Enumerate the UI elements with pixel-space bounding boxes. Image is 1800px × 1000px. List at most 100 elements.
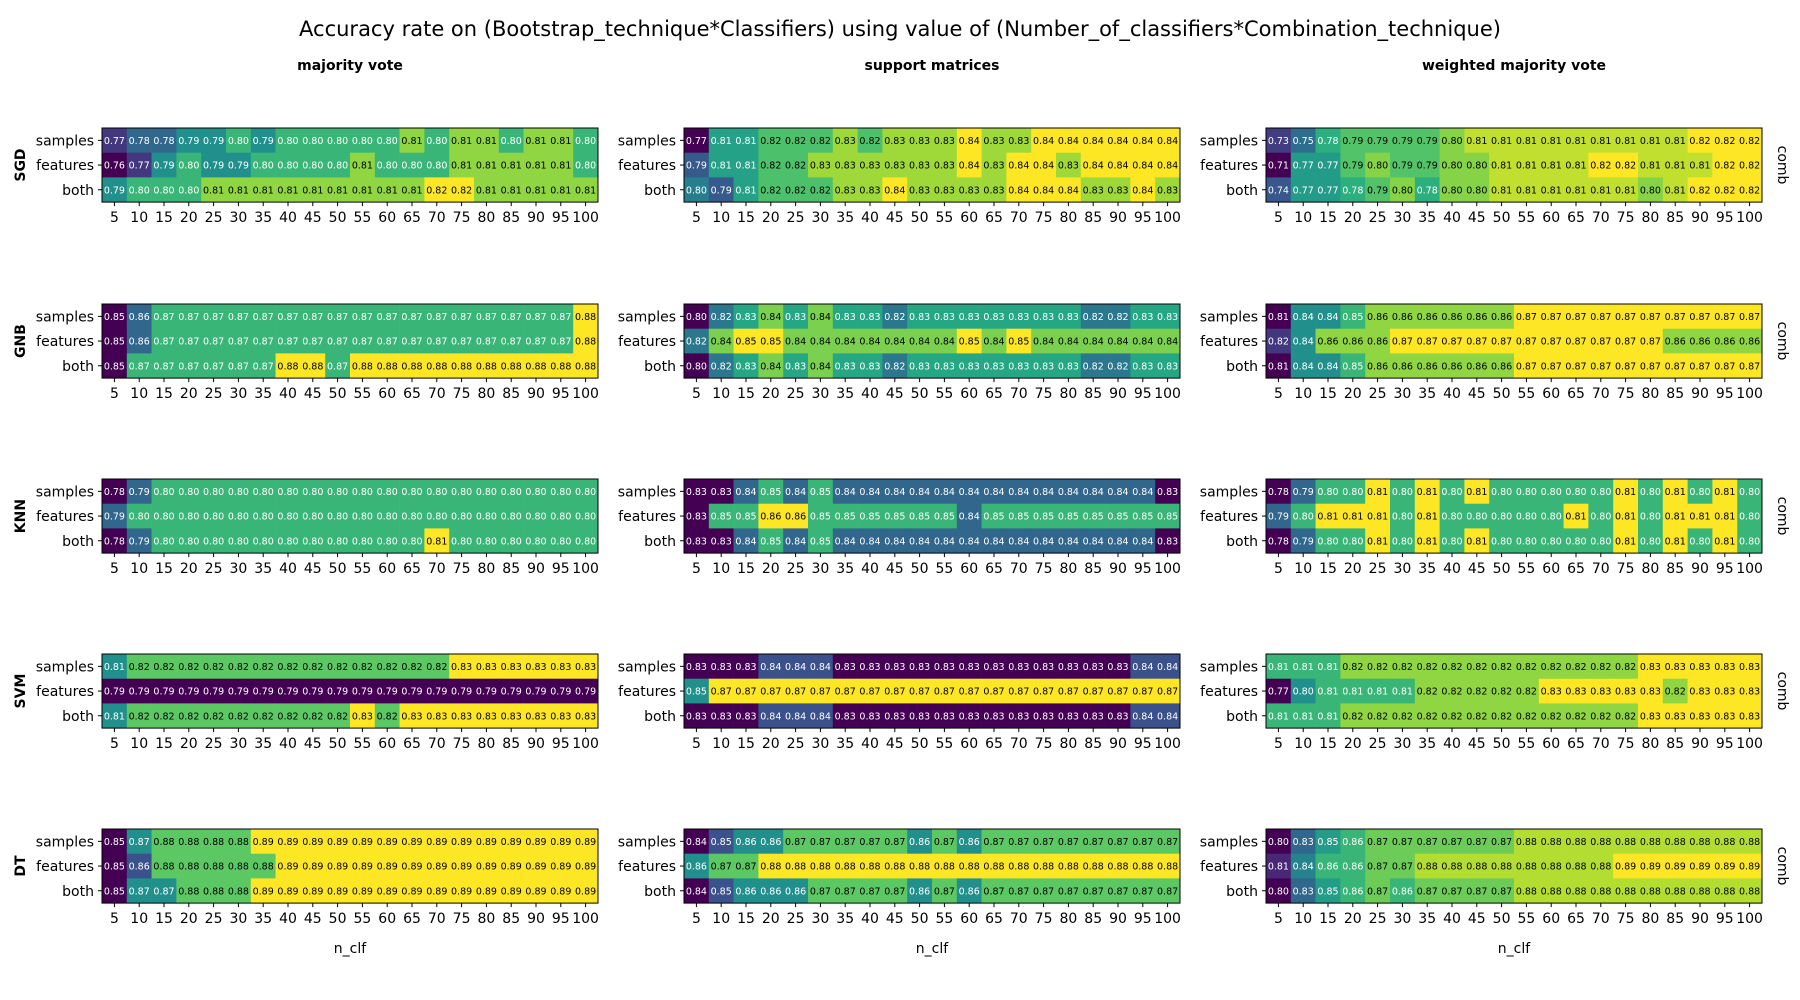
cell-value-label: 0.81 bbox=[327, 185, 348, 196]
heatmap-cell bbox=[374, 304, 400, 329]
cell-value-label: 0.86 bbox=[959, 837, 980, 848]
cell-value-label: 0.84 bbox=[1033, 161, 1054, 172]
heatmap-cell bbox=[399, 528, 425, 554]
row-title: SGD bbox=[13, 148, 29, 181]
cell-value-label: 0.85 bbox=[909, 512, 930, 523]
y-tick-label: features bbox=[1200, 334, 1258, 350]
heatmap-cell bbox=[573, 128, 599, 153]
cell-value-label: 0.79 bbox=[203, 136, 224, 147]
heatmap-cell bbox=[350, 353, 376, 379]
x-tick-label: 65 bbox=[985, 561, 1003, 577]
cell-value-label: 0.85 bbox=[1083, 512, 1104, 523]
cell-value-label: 0.83 bbox=[525, 662, 546, 673]
cell-value-label: 0.80 bbox=[1441, 161, 1462, 172]
heatmap-cell bbox=[684, 304, 710, 329]
heatmap-cell bbox=[250, 177, 276, 203]
cell-value-label: 0.80 bbox=[501, 512, 522, 523]
cell-value-label: 0.86 bbox=[1441, 312, 1462, 323]
cell-value-label: 0.89 bbox=[277, 862, 298, 873]
column-title: support matrices bbox=[865, 58, 1000, 74]
cell-value-label: 0.81 bbox=[277, 185, 298, 196]
heatmap-cell bbox=[1031, 177, 1057, 203]
cell-value-label: 0.82 bbox=[760, 161, 781, 172]
cell-value-label: 0.83 bbox=[1157, 185, 1178, 196]
x-tick-label: 100 bbox=[572, 736, 599, 752]
cell-value-label: 0.82 bbox=[1689, 185, 1710, 196]
cell-value-label: 0.81 bbox=[1665, 512, 1686, 523]
cell-value-label: 0.87 bbox=[810, 687, 831, 698]
cell-value-label: 0.80 bbox=[426, 512, 447, 523]
x-tick-label: 100 bbox=[572, 386, 599, 402]
cell-value-label: 0.80 bbox=[277, 512, 298, 523]
heatmap-cell bbox=[350, 304, 376, 329]
x-tick-label: 85 bbox=[502, 911, 520, 927]
heatmap-cell bbox=[1056, 353, 1082, 379]
cell-value-label: 0.85 bbox=[1008, 512, 1029, 523]
cell-value-label: 0.85 bbox=[859, 512, 880, 523]
cell-value-label: 0.87 bbox=[401, 337, 422, 348]
heatmap-cell bbox=[1439, 304, 1465, 329]
cell-value-label: 0.82 bbox=[1541, 662, 1562, 673]
cell-value-label: 0.82 bbox=[1107, 312, 1128, 323]
cell-value-label: 0.81 bbox=[352, 185, 373, 196]
cell-value-label: 0.82 bbox=[1590, 662, 1611, 673]
cell-value-label: 0.88 bbox=[835, 862, 856, 873]
cell-value-label: 0.87 bbox=[1466, 886, 1487, 897]
cell-value-label: 0.87 bbox=[153, 312, 174, 323]
heatmap-cell bbox=[201, 304, 227, 329]
heatmap-cell bbox=[932, 328, 958, 354]
x-tick-label: 10 bbox=[1294, 386, 1312, 402]
heatmap-cell bbox=[684, 128, 710, 153]
cell-value-label: 0.82 bbox=[760, 185, 781, 196]
x-tick-label: 20 bbox=[1344, 386, 1362, 402]
cell-value-label: 0.85 bbox=[104, 886, 125, 897]
cell-value-label: 0.86 bbox=[1342, 886, 1363, 897]
x-tick-label: 55 bbox=[935, 911, 953, 927]
cell-value-label: 0.81 bbox=[476, 161, 497, 172]
cell-value-label: 0.88 bbox=[501, 361, 522, 372]
cell-value-label: 0.84 bbox=[835, 337, 856, 348]
heatmap-cell bbox=[250, 503, 276, 529]
y-tick-label: samples bbox=[36, 484, 94, 500]
cell-value-label: 0.89 bbox=[426, 886, 447, 897]
x-tick-label: 40 bbox=[861, 736, 879, 752]
cell-value-label: 0.85 bbox=[1317, 837, 1338, 848]
cell-value-label: 0.85 bbox=[711, 837, 732, 848]
cell-value-label: 0.85 bbox=[1132, 512, 1153, 523]
cell-value-label: 0.83 bbox=[859, 312, 880, 323]
cell-value-label: 0.83 bbox=[1293, 837, 1314, 848]
x-tick-label: 80 bbox=[477, 561, 495, 577]
cell-value-label: 0.88 bbox=[1665, 886, 1686, 897]
x-tick-label: 85 bbox=[502, 561, 520, 577]
x-tick-label: 20 bbox=[180, 736, 198, 752]
x-tick-label: 75 bbox=[1035, 736, 1053, 752]
cell-value-label: 0.83 bbox=[1293, 886, 1314, 897]
x-tick-label: 100 bbox=[572, 911, 599, 927]
cell-value-label: 0.87 bbox=[1033, 837, 1054, 848]
heatmap-cell bbox=[201, 503, 227, 529]
heatmap-cell bbox=[956, 479, 982, 504]
cell-value-label: 0.85 bbox=[983, 512, 1004, 523]
cell-value-label: 0.84 bbox=[1293, 361, 1314, 372]
heatmap-cell bbox=[449, 177, 475, 203]
x-tick-label: 60 bbox=[960, 561, 978, 577]
cell-value-label: 0.89 bbox=[1640, 862, 1661, 873]
cell-value-label: 0.84 bbox=[859, 337, 880, 348]
heatmap-cell bbox=[151, 328, 177, 354]
cell-value-label: 0.87 bbox=[178, 361, 199, 372]
cell-value-label: 0.82 bbox=[1441, 687, 1462, 698]
cell-value-label: 0.79 bbox=[426, 687, 447, 698]
heatmap-cell bbox=[1538, 128, 1564, 153]
cell-value-label: 0.87 bbox=[525, 337, 546, 348]
cell-value-label: 0.84 bbox=[1107, 536, 1128, 547]
cell-value-label: 0.86 bbox=[1466, 312, 1487, 323]
cell-value-label: 0.81 bbox=[1317, 512, 1338, 523]
cell-value-label: 0.81 bbox=[1293, 711, 1314, 722]
cell-value-label: 0.81 bbox=[1268, 711, 1289, 722]
heatmap-cell bbox=[1006, 304, 1032, 329]
x-tick-label: 60 bbox=[1542, 911, 1560, 927]
cell-value-label: 0.87 bbox=[1516, 337, 1537, 348]
cell-value-label: 0.89 bbox=[401, 837, 422, 848]
cell-value-label: 0.87 bbox=[909, 687, 930, 698]
cell-value-label: 0.80 bbox=[1541, 536, 1562, 547]
